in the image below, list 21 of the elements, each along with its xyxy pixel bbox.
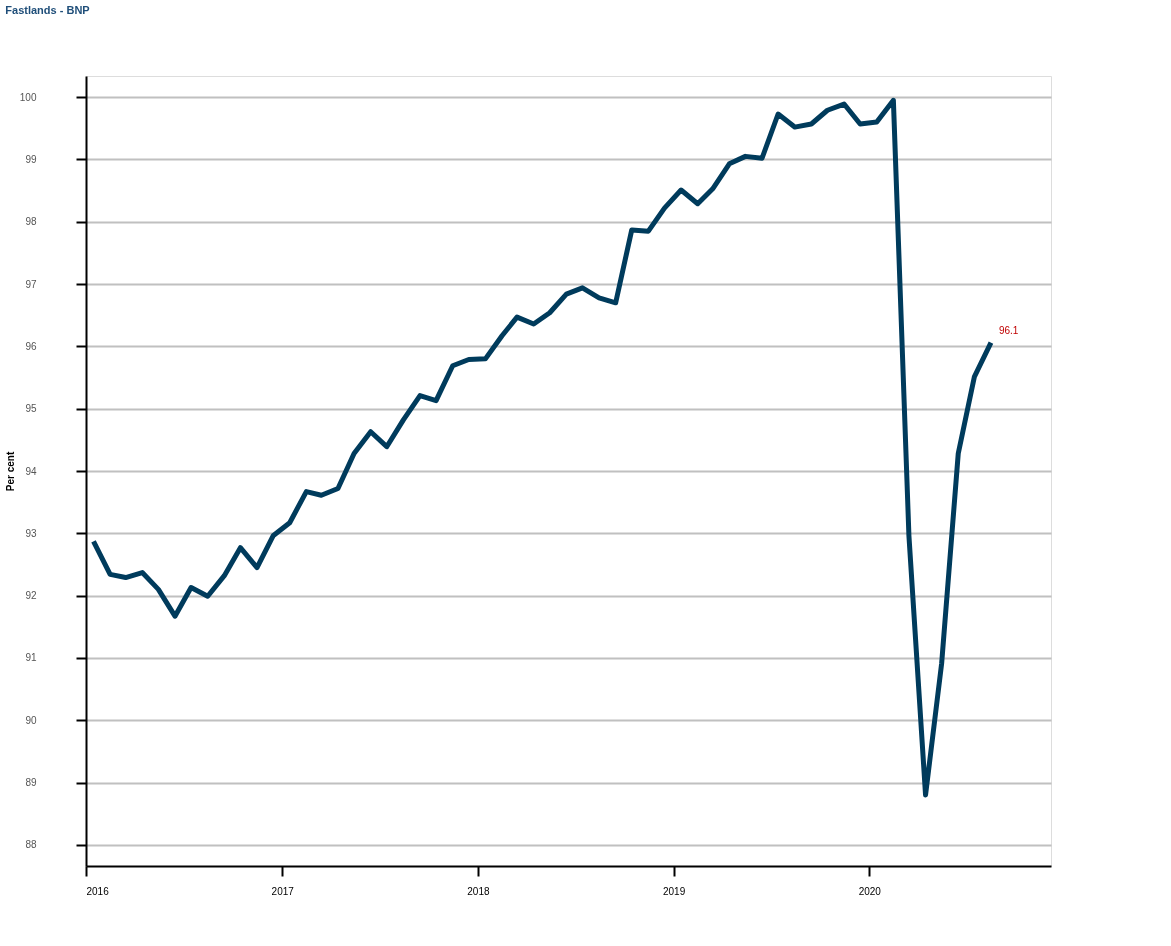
y-tick-label: 98	[25, 216, 37, 228]
y-tick-label: 92	[25, 590, 37, 602]
y-tick-label: 88	[25, 839, 37, 851]
y-tick-label: 95	[25, 403, 37, 415]
y-tick-label: 90	[25, 714, 37, 726]
y-tick-label: 96	[25, 340, 37, 352]
y-tick-label: 89	[25, 777, 37, 789]
y-tick-label: 100	[19, 91, 37, 103]
x-tick-label: 2016	[86, 885, 110, 897]
x-tick-label: 2017	[271, 885, 295, 897]
y-tick-label: 91	[25, 652, 37, 664]
x-tick-label: 2019	[662, 885, 686, 897]
annotation: 96.1	[998, 324, 1019, 336]
y-tick-label: 99	[25, 153, 37, 165]
x-tick-label: 2020	[858, 885, 882, 897]
y-tick-label: 93	[25, 527, 37, 539]
x-tick-label: 2018	[467, 885, 490, 897]
y-axis-title: Per cent	[4, 451, 16, 492]
y-tick-label: 94	[25, 465, 37, 477]
y-tick-label: 97	[25, 278, 37, 290]
chart-title: Fastlands - BNP	[5, 4, 90, 16]
